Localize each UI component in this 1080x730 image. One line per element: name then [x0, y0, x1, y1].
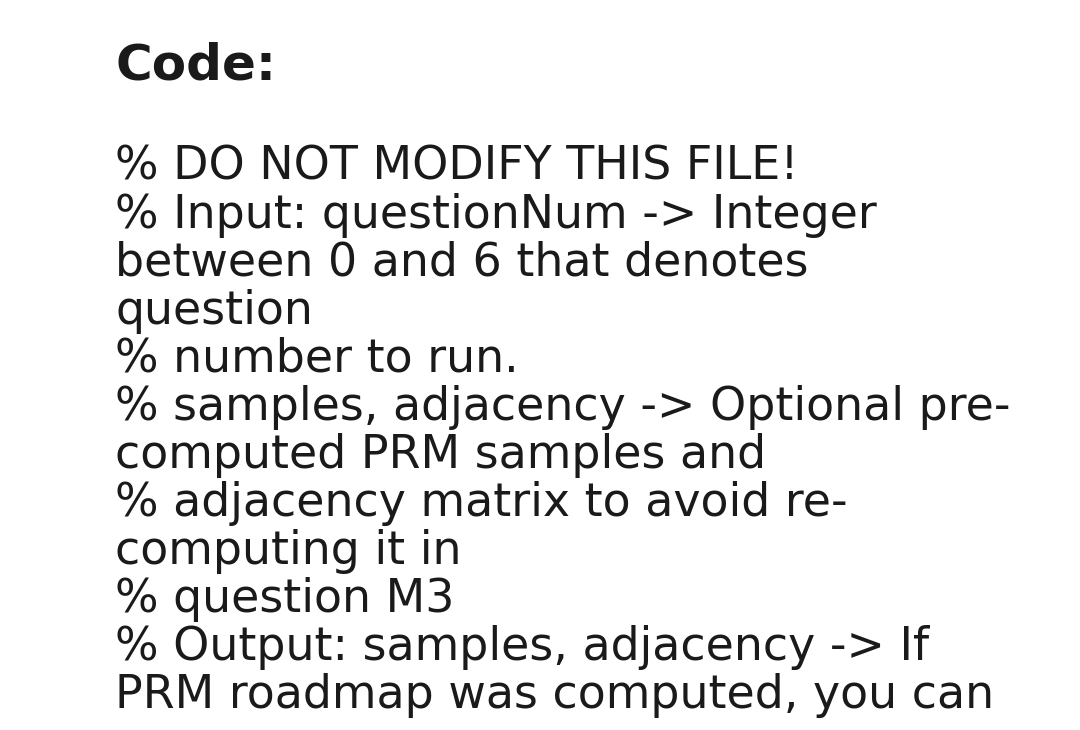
- Text: Code:: Code:: [114, 42, 276, 90]
- Text: % samples, adjacency -> Optional pre-: % samples, adjacency -> Optional pre-: [114, 385, 1011, 430]
- Text: % adjacency matrix to avoid re-: % adjacency matrix to avoid re-: [114, 481, 848, 526]
- Text: between 0 and 6 that denotes: between 0 and 6 that denotes: [114, 241, 809, 286]
- Text: % DO NOT MODIFY THIS FILE!: % DO NOT MODIFY THIS FILE!: [114, 145, 798, 190]
- Text: % number to run.: % number to run.: [114, 337, 518, 382]
- Text: % Input: questionNum -> Integer: % Input: questionNum -> Integer: [114, 193, 877, 238]
- Text: % question M3: % question M3: [114, 577, 455, 622]
- Text: question: question: [114, 289, 313, 334]
- Text: PRM roadmap was computed, you can: PRM roadmap was computed, you can: [114, 673, 994, 718]
- Text: % Output: samples, adjacency -> If: % Output: samples, adjacency -> If: [114, 625, 929, 670]
- Text: computing it in: computing it in: [114, 529, 461, 574]
- Text: computed PRM samples and: computed PRM samples and: [114, 433, 766, 478]
